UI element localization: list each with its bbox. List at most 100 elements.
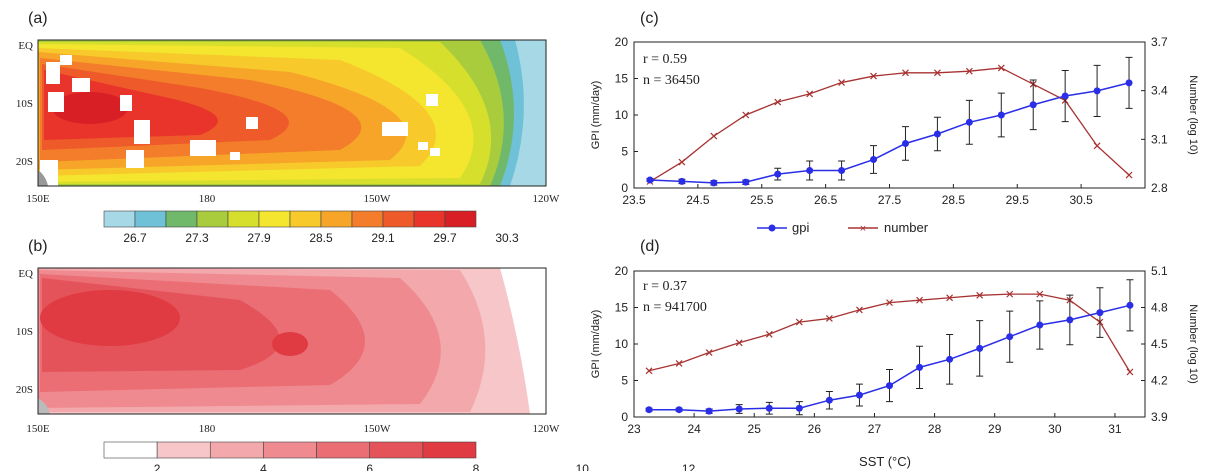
panel-c-y-tick-label: 0 bbox=[621, 181, 628, 195]
panel-d-gpi-point bbox=[705, 407, 713, 415]
panel-d-gpi-point bbox=[1096, 309, 1104, 317]
panel-d-x-tick-label: 24 bbox=[687, 422, 701, 436]
panel-c-y2-tick-label: 3.7 bbox=[1151, 35, 1168, 49]
panel-b-colorbar-tick: 4 bbox=[260, 462, 267, 471]
panel-c-number-point bbox=[1093, 142, 1101, 150]
panel-d-xlabel: SST (°C) bbox=[859, 454, 911, 469]
panel-a-colorbar-swatch bbox=[258, 210, 291, 228]
panel-d-stat-r: r = 0.37 bbox=[643, 279, 687, 294]
panel-c-number-line bbox=[649, 67, 1130, 183]
panel-a-map bbox=[38, 40, 546, 186]
panel-c-ylabel: GPI (mm/day) bbox=[590, 81, 602, 149]
panel-d-number-point bbox=[645, 367, 653, 375]
panel-d-x-tick-label: 23 bbox=[627, 422, 641, 436]
panel-c-gpi-point bbox=[806, 166, 814, 174]
panel-a-lat-label: EQ bbox=[18, 40, 33, 52]
panel-d-y-tick-label: 10 bbox=[615, 337, 629, 351]
panel-c-y-tick-label: 20 bbox=[615, 35, 629, 49]
panel-c-number-point bbox=[806, 90, 814, 98]
legend-number-marker: × bbox=[860, 223, 866, 235]
panel-a-missing-patches bbox=[40, 55, 440, 186]
panel-c-number-point bbox=[1125, 171, 1133, 179]
panel-c-x-tick-label: 30.5 bbox=[1069, 193, 1093, 207]
panel-a-colorbar-swatch bbox=[227, 210, 260, 228]
panel-d-y-tick-label: 20 bbox=[615, 264, 629, 278]
panel-b-colorbar-swatch bbox=[422, 441, 477, 459]
legend-gpi-marker bbox=[768, 224, 776, 232]
panel-c-number-point bbox=[742, 111, 750, 119]
panel-a-colorbar-swatch bbox=[165, 210, 198, 228]
panel-c-x-tick-label: 28.5 bbox=[942, 193, 966, 207]
panel-d-y2-tick-label: 3.9 bbox=[1151, 410, 1168, 424]
panel-d-gpi-point bbox=[1006, 333, 1014, 341]
panel-c-stat-n: n = 36450 bbox=[643, 73, 700, 88]
panel-a-lon-label: 120W bbox=[533, 193, 561, 205]
panel-d-x-tick-label: 25 bbox=[748, 422, 762, 436]
panel-c-gpi-point bbox=[1093, 87, 1101, 95]
panel-d-gpi-point bbox=[645, 406, 653, 414]
panel-d-number-point bbox=[825, 315, 833, 322]
panel-d-gpi-point bbox=[795, 404, 803, 412]
panel-a-lat-label: 20S bbox=[16, 156, 33, 168]
panel-a-colorbar-swatch bbox=[320, 210, 353, 228]
panel-d-number-point bbox=[886, 299, 893, 307]
panel-c-gpi-point bbox=[997, 111, 1005, 119]
panel-b-lon-label: 150W bbox=[364, 423, 392, 435]
panel-a-lon-label: 150W bbox=[364, 193, 392, 205]
panel-d-number-point bbox=[1126, 368, 1134, 376]
panel-c-x-tick-label: 26.5 bbox=[814, 193, 838, 207]
panel-c-number-point bbox=[838, 79, 846, 86]
panel-b-colorbar-tick: 8 bbox=[473, 462, 480, 471]
panel-d-x-tick-label: 28 bbox=[928, 422, 942, 436]
panel-b-lon-label: 180 bbox=[199, 423, 216, 435]
panel-b-lon-label: 150E bbox=[26, 423, 50, 435]
panel-d-gpi-point bbox=[735, 405, 743, 413]
panel-c-gpi-point bbox=[933, 130, 941, 138]
panel-d-gpi-point bbox=[916, 363, 924, 371]
panel-c-y2-tick-label: 3.4 bbox=[1151, 84, 1168, 98]
panel-b-colorbar-swatch bbox=[156, 441, 211, 459]
panel-c-gpi-point bbox=[710, 179, 718, 187]
panel-d-number-point bbox=[765, 330, 773, 338]
panel-a-colorbar-tick: 28.5 bbox=[309, 231, 333, 245]
panel-c-gpi-point bbox=[901, 139, 909, 147]
panel-a-colorbar-swatch bbox=[413, 210, 446, 228]
panel-c-x-tick-label: 27.5 bbox=[878, 193, 902, 207]
panel-b-lon-label: 120W bbox=[533, 423, 561, 435]
panel-b-colorbar-swatch bbox=[209, 441, 264, 459]
panel-d-number-point bbox=[795, 318, 803, 326]
panel-c-x-tick-label: 24.5 bbox=[686, 193, 710, 207]
panel-d-number-point bbox=[675, 360, 683, 367]
panel-a-colorbar-tick: 30.3 bbox=[495, 231, 519, 245]
panel-d-number-point bbox=[705, 349, 713, 356]
panel-d-number-point bbox=[1006, 290, 1014, 298]
panel-a-label: (a) bbox=[28, 10, 48, 27]
panel-c-gpi-point bbox=[646, 176, 654, 184]
panel-b-colorbar-swatch bbox=[103, 441, 158, 459]
panel-a-colorbar-swatch bbox=[103, 210, 136, 228]
panel-c-gpi-point bbox=[678, 177, 686, 185]
panel-c-gpi-point bbox=[1029, 101, 1037, 109]
panel-d-gpi-point bbox=[855, 391, 863, 399]
panel-d-y2-tick-label: 4.8 bbox=[1151, 301, 1168, 315]
panel-d-y-tick-label: 15 bbox=[615, 301, 629, 315]
panel-c-gpi-point bbox=[965, 118, 973, 126]
panel-c-y-tick-label: 5 bbox=[621, 145, 628, 159]
panel-c-number-point bbox=[965, 67, 973, 75]
panel-c-number-point bbox=[997, 64, 1005, 72]
panel-a-lon-label: 180 bbox=[199, 193, 216, 205]
panel-a-colorbar-tick: 26.7 bbox=[123, 231, 147, 245]
panel-b-colorbar: 2 4 6 8 10 12 bbox=[103, 441, 696, 471]
panel-c-gpi-point bbox=[1125, 79, 1133, 87]
panel-b-colorbar-tick: 10 bbox=[576, 462, 590, 471]
panel-b-label: (b) bbox=[28, 238, 48, 255]
panel-a-lat-label: 10S bbox=[16, 98, 33, 110]
panel-d-number-point bbox=[856, 306, 863, 314]
panel-d-gpi-point bbox=[1036, 321, 1044, 329]
panel-a-colorbar-swatch bbox=[196, 210, 229, 228]
panel-c-chart: (c) r = 0.59 n = 36450 GPI (mm/day) Numb… bbox=[590, 10, 1199, 207]
panel-a-colorbar-swatch bbox=[351, 210, 384, 228]
panel-d-gpi-point bbox=[675, 406, 683, 414]
panel-a-colorbar-swatch bbox=[382, 210, 415, 228]
